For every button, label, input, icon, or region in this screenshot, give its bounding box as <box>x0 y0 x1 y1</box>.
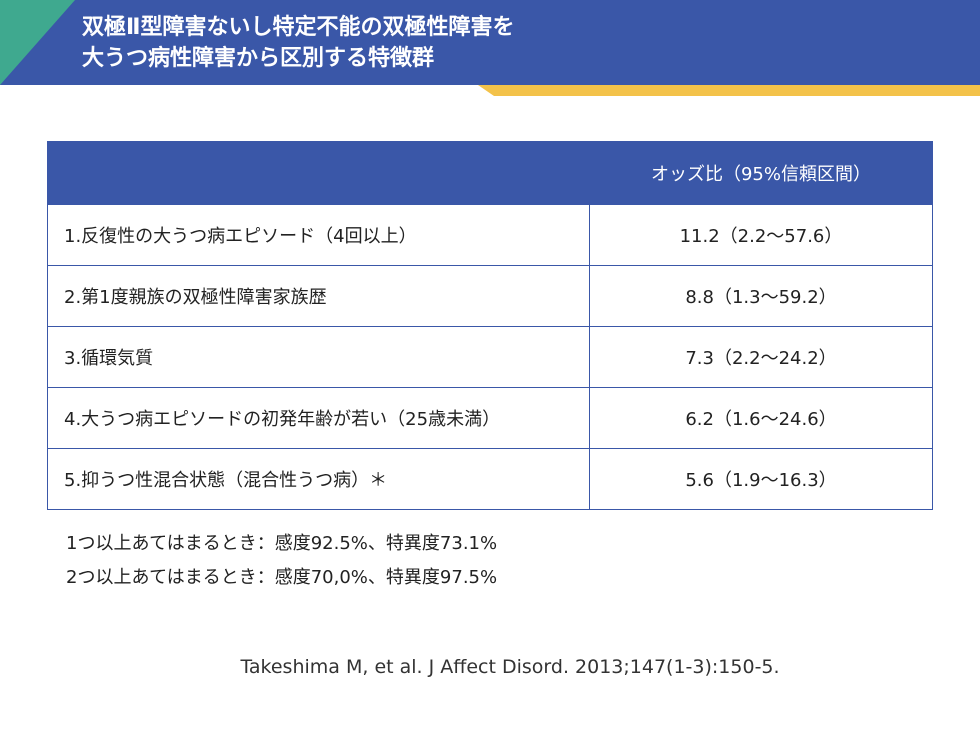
table-header-row: オッズ比（95%信頼区間） <box>47 141 933 205</box>
page-title-line-1: 双極Ⅱ型障害ないし特定不能の双極性障害を <box>82 15 515 40</box>
banner-accent-triangle <box>0 0 75 85</box>
note-line: 1つ以上あてはまるとき：感度92.5%、特異度73.1% <box>66 533 498 554</box>
accuracy-notes: 1つ以上あてはまるとき：感度92.5%、特異度73.1% 2つ以上あてはまるとき… <box>66 527 497 595</box>
table-row: 4.大うつ病エピソードの初発年齢が若い（25歳未満） 6.2（1.6〜24.6） <box>47 387 933 449</box>
odds-ratio-cell: 5.6（1.9〜16.3） <box>589 448 933 510</box>
feature-cell: 4.大うつ病エピソードの初発年齢が若い（25歳未満） <box>47 387 590 449</box>
table-row: 1.反復性の大うつ病エピソード（4回以上） 11.2（2.2〜57.6） <box>47 204 933 266</box>
page-title: 双極Ⅱ型障害ないし特定不能の双極性障害を 大うつ病性障害から区別する特徴群 <box>82 12 515 74</box>
page-title-line-2: 大うつ病性障害から区別する特徴群 <box>82 46 435 71</box>
table-row: 5.抑うつ性混合状態（混合性うつ病）＊ 5.6（1.9〜16.3） <box>47 448 933 510</box>
feature-cell: 2.第1度親族の双極性障害家族歴 <box>47 265 590 327</box>
table-header-odds-ratio: オッズ比（95%信頼区間） <box>589 141 933 205</box>
banner-accent-stripe <box>478 85 980 96</box>
feature-cell: 1.反復性の大うつ病エピソード（4回以上） <box>47 204 590 266</box>
odds-ratio-cell: 11.2（2.2〜57.6） <box>589 204 933 266</box>
odds-ratio-cell: 7.3（2.2〜24.2） <box>589 326 933 388</box>
title-banner: 双極Ⅱ型障害ないし特定不能の双極性障害を 大うつ病性障害から区別する特徴群 <box>0 0 980 85</box>
table-row: 2.第1度親族の双極性障害家族歴 8.8（1.3〜59.2） <box>47 265 933 327</box>
odds-ratio-cell: 8.8（1.3〜59.2） <box>589 265 933 327</box>
table-header-feature <box>47 141 590 205</box>
feature-cell: 5.抑うつ性混合状態（混合性うつ病）＊ <box>47 448 590 510</box>
features-table: オッズ比（95%信頼区間） 1.反復性の大うつ病エピソード（4回以上） 11.2… <box>47 141 933 510</box>
odds-ratio-cell: 6.2（1.6〜24.6） <box>589 387 933 449</box>
table-row: 3.循環気質 7.3（2.2〜24.2） <box>47 326 933 388</box>
note-line: 2つ以上あてはまるとき：感度70,0%、特異度97.5% <box>66 567 498 588</box>
citation: Takeshima M, et al. J Affect Disord. 201… <box>240 656 780 678</box>
feature-cell: 3.循環気質 <box>47 326 590 388</box>
